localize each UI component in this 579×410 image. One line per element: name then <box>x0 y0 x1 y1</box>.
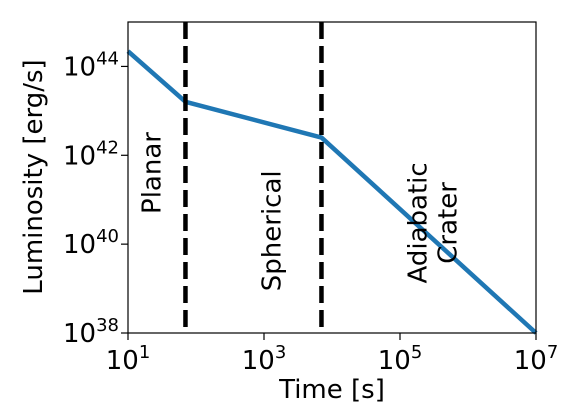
regime-label-3: AdiabaticCrater <box>403 162 463 283</box>
regime-label-2: Spherical <box>258 170 288 291</box>
ticks-layer: 101 103 105 107 1038 1040 1042 1044 <box>63 48 558 376</box>
x-axis-label: Time [s] <box>278 375 385 405</box>
regime-label-line: Spherical <box>258 170 288 291</box>
regime-label-1: Planar <box>137 132 167 214</box>
axes-frame <box>127 21 537 334</box>
x-tick-label: 105 <box>378 342 423 376</box>
luminosity-series-line <box>126 49 538 335</box>
regime-label-line: Adiabatic <box>403 162 433 283</box>
x-tick-label: 101 <box>106 342 151 376</box>
y-tick-label: 1040 <box>63 226 119 260</box>
y-tick-label: 1044 <box>63 48 119 82</box>
y-tick-label: 1038 <box>63 315 119 349</box>
regime-label-line: Planar <box>137 132 167 214</box>
x-tick-label: 103 <box>242 342 287 376</box>
y-tick-label: 1042 <box>63 137 119 171</box>
regime-label-line: Crater <box>433 182 463 264</box>
plot-layer: Planar Spherical AdiabaticCrater <box>126 22 538 335</box>
y-axis-label: Luminosity [erg/s] <box>19 59 49 294</box>
x-tick-label: 107 <box>514 342 559 376</box>
